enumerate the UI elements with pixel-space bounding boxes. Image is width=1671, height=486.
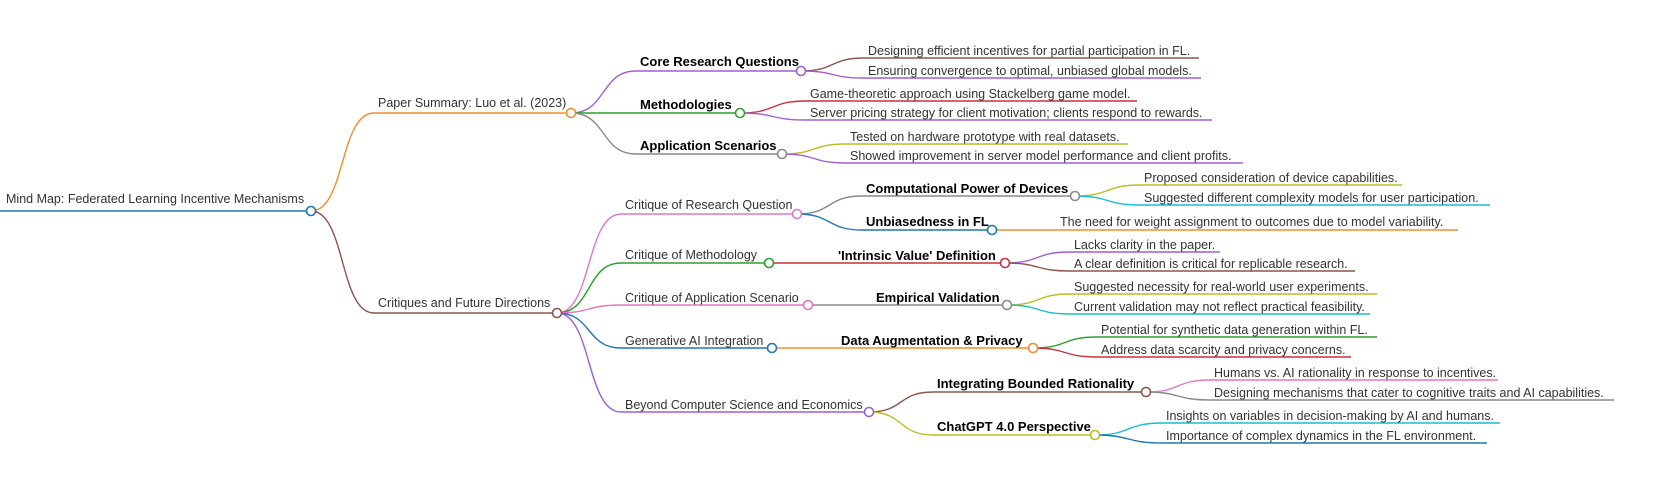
edge-suggested-necessity-for-real-world-user-	[1006, 293, 1071, 306]
edge-computational-power-of-devices	[796, 195, 863, 215]
edge-suggested-different-complexity-models-fo	[1074, 195, 1141, 206]
node-label-chatgpt-4-0-perspective[interactable]: ChatGPT 4.0 Perspective	[937, 419, 1091, 434]
node-label-designing-mechanisms-that-cater-to-cogni: Designing mechanisms that cater to cogni…	[1214, 386, 1604, 400]
edge-application-scenarios	[570, 112, 637, 155]
edge-critique-of-research-question	[556, 213, 622, 314]
node-label-generative-ai-integration[interactable]: Generative AI Integration	[625, 334, 763, 348]
edge-proposed-consideration-of-device-capabil	[1074, 184, 1141, 197]
edge-critique-of-methodology	[556, 262, 622, 314]
mind-map-edges	[310, 57, 1211, 444]
collapse-toggle-critique-of-application-scenario[interactable]	[802, 299, 814, 311]
collapse-toggle-generative-ai-integration[interactable]	[766, 342, 778, 354]
node-label-ensuring-convergence-to-optimal-unbiased: Ensuring convergence to optimal, unbiase…	[868, 64, 1192, 78]
edge-tested-on-hardware-prototype-with-real-d	[781, 143, 847, 155]
node-label-methodologies[interactable]: Methodologies	[640, 97, 732, 112]
collapse-toggle-methodologies[interactable]	[734, 107, 746, 119]
edge-address-data-scarcity-and-privacy-concer	[1032, 347, 1098, 358]
node-label-computational-power-of-devices[interactable]: Computational Power of Devices	[866, 181, 1068, 196]
edge-designing-mechanisms-that-cater-to-cogni	[1145, 391, 1211, 401]
edge-designing-efficient-incentives-for-parti	[800, 57, 865, 72]
edge-beyond-computer-science-and-economics	[556, 312, 622, 413]
node-label-critique-of-application-scenario[interactable]: Critique of Application Scenario	[625, 291, 799, 305]
edge-unbiasedness-in-fl	[796, 213, 863, 231]
node-label-suggested-different-complexity-models-fo: Suggested different complexity models fo…	[1144, 191, 1479, 205]
edge-generative-ai-integration	[556, 312, 622, 349]
node-label-paper-summary-luo-et-al-2023[interactable]: Paper Summary: Luo et al. (2023)	[378, 96, 566, 110]
node-label-tested-on-hardware-prototype-with-real-d: Tested on hardware prototype with real d…	[850, 130, 1120, 144]
collapse-toggle-beyond-computer-science-and-economics[interactable]	[863, 406, 875, 418]
node-label-integrating-bounded-rationality[interactable]: Integrating Bounded Rationality	[937, 376, 1135, 391]
edge-insights-on-variables-in-decision-making	[1094, 422, 1163, 436]
node-label-suggested-necessity-for-real-world-user-: Suggested necessity for real-world user …	[1074, 280, 1369, 294]
node-label-humans-vs-ai-rationality-in-response-to-: Humans vs. AI rationality in response to…	[1214, 366, 1496, 380]
collapse-toggle-application-scenarios[interactable]	[776, 148, 788, 160]
node-label-empirical-validation[interactable]: Empirical Validation	[876, 290, 1000, 305]
collapse-toggle-intrinsic-value-definition[interactable]	[999, 257, 1011, 269]
edge-ensuring-convergence-to-optimal-unbiased	[800, 70, 865, 79]
collapse-toggle-integrating-bounded-rationality[interactable]	[1140, 386, 1152, 398]
edge-potential-for-synthetic-data-generation-	[1032, 336, 1098, 349]
node-label-critiques-and-future-directions[interactable]: Critiques and Future Directions	[378, 296, 550, 310]
collapse-toggle-critiques-and-future-directions[interactable]	[551, 307, 563, 319]
edge-game-theoretic-approach-using-stackelber	[739, 100, 807, 114]
collapse-toggle-core-research-questions[interactable]	[795, 65, 807, 77]
edge-current-validation-may-not-reflect-pract	[1006, 304, 1071, 315]
node-label-importance-of-complex-dynamics-in-the-fl: Importance of complex dynamics in the FL…	[1166, 429, 1476, 443]
edge-integrating-bounded-rationality	[868, 391, 934, 413]
node-label-current-validation-may-not-reflect-pract: Current validation may not reflect pract…	[1074, 300, 1365, 314]
node-label-game-theoretic-approach-using-stackelber: Game-theoretic approach using Stackelber…	[810, 87, 1130, 101]
node-label-unbiasedness-in-fl[interactable]: Unbiasedness in FL	[866, 214, 989, 229]
collapse-toggle-unbiasedness-in-fl[interactable]	[986, 224, 998, 236]
edge-chatgpt-4-0-perspective	[868, 411, 934, 436]
node-label-critique-of-methodology[interactable]: Critique of Methodology	[625, 248, 758, 262]
node-label-address-data-scarcity-and-privacy-concer: Address data scarcity and privacy concer…	[1101, 343, 1346, 357]
node-label-beyond-computer-science-and-economics[interactable]: Beyond Computer Science and Economics	[625, 398, 863, 412]
node-label-critique-of-research-question[interactable]: Critique of Research Question	[625, 198, 792, 212]
node-label-showed-improvement-in-server-model-perfo: Showed improvement in server model perfo…	[850, 149, 1231, 163]
edge-showed-improvement-in-server-model-perfo	[781, 153, 847, 164]
edge-paper-summary-luo-et-al-2023	[310, 112, 375, 212]
edge-critique-of-application-scenario	[556, 304, 622, 314]
mind-map-nodes: Mind Map: Federated Learning Incentive M…	[0, 44, 1614, 444]
collapse-toggle-chatgpt-4-0-perspective[interactable]	[1089, 429, 1101, 441]
edge-lacks-clarity-in-the-paper	[1004, 251, 1071, 264]
edge-a-clear-definition-is-critical-for-repli	[1004, 262, 1071, 272]
node-label-intrinsic-value-definition[interactable]: 'Intrinsic Value' Definition	[838, 248, 996, 263]
collapse-toggle-critique-of-methodology[interactable]	[763, 257, 775, 269]
collapse-toggle-data-augmentation-privacy[interactable]	[1027, 342, 1039, 354]
collapse-toggle-paper-summary-luo-et-al-2023[interactable]	[565, 107, 577, 119]
node-label-data-augmentation-privacy[interactable]: Data Augmentation & Privacy	[841, 333, 1023, 348]
node-label-core-research-questions[interactable]: Core Research Questions	[640, 54, 799, 69]
collapse-toggle-empirical-validation[interactable]	[1001, 299, 1013, 311]
node-label-mind-map-federated-learning-incentive-me[interactable]: Mind Map: Federated Learning Incentive M…	[6, 192, 304, 206]
edge-critiques-and-future-directions	[310, 210, 375, 314]
node-label-insights-on-variables-in-decision-making: Insights on variables in decision-making…	[1166, 409, 1494, 423]
node-label-application-scenarios[interactable]: Application Scenarios	[640, 138, 777, 153]
node-label-a-clear-definition-is-critical-for-repli: A clear definition is critical for repli…	[1074, 257, 1348, 271]
edge-server-pricing-strategy-for-client-motiv	[739, 112, 807, 121]
node-label-designing-efficient-incentives-for-parti: Designing efficient incentives for parti…	[868, 44, 1190, 58]
node-label-proposed-consideration-of-device-capabil: Proposed consideration of device capabil…	[1144, 171, 1398, 185]
edge-importance-of-complex-dynamics-in-the-fl	[1094, 434, 1163, 444]
node-label-lacks-clarity-in-the-paper: Lacks clarity in the paper.	[1074, 238, 1215, 252]
edge-core-research-questions	[570, 70, 637, 114]
collapse-toggle-computational-power-of-devices[interactable]	[1069, 190, 1081, 202]
edge-humans-vs-ai-rationality-in-response-to-	[1145, 379, 1211, 393]
node-label-potential-for-synthetic-data-generation-: Potential for synthetic data generation …	[1101, 323, 1368, 337]
collapse-toggle-mind-map-federated-learning-incentive-me[interactable]	[305, 205, 317, 217]
node-label-server-pricing-strategy-for-client-motiv: Server pricing strategy for client motiv…	[810, 106, 1203, 120]
collapse-toggle-critique-of-research-question[interactable]	[791, 208, 803, 220]
node-label-the-need-for-weight-assignment-to-outcom: The need for weight assignment to outcom…	[1060, 215, 1443, 229]
